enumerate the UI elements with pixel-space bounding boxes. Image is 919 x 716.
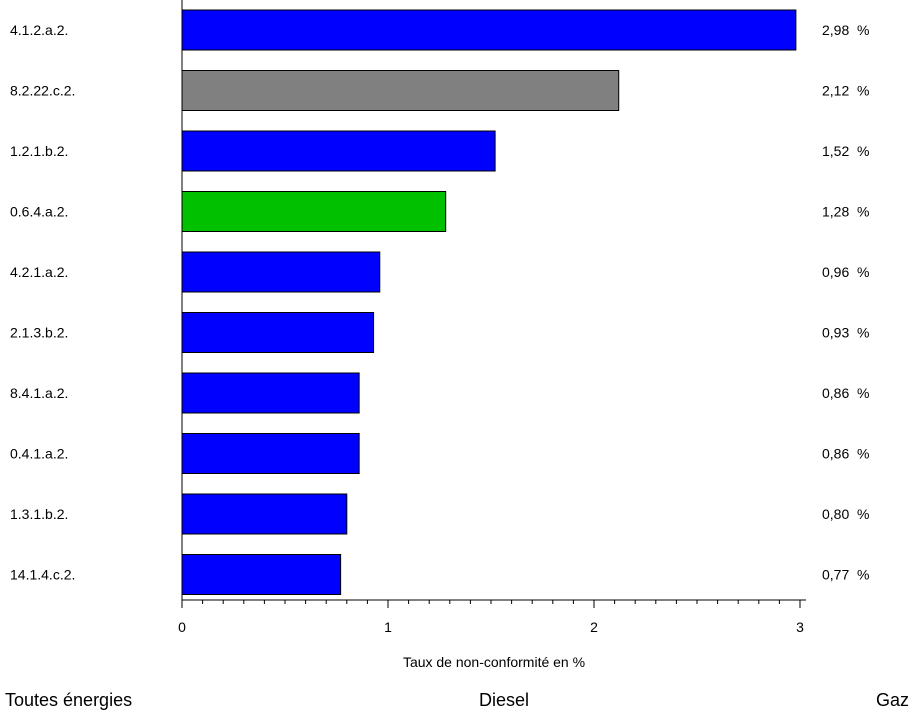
value-label: 0,77 % bbox=[822, 567, 869, 583]
bar-4-1-2-a-2 bbox=[181, 9, 797, 51]
bar-0-4-1-a-2 bbox=[181, 433, 360, 474]
value-label: 0,96 % bbox=[822, 264, 869, 280]
value-labels: 2,98 % 2,12 % 1,52 % 1,28 % 0,96 % 0,93 % 0,86… bbox=[822, 22, 869, 583]
x-tick-label: 1 bbox=[384, 619, 392, 635]
category-label: 2.1.3.b.2. bbox=[10, 325, 68, 341]
category-label: 4.1.2.a.2. bbox=[10, 22, 68, 38]
bar-0-6-4-a-2 bbox=[181, 191, 447, 232]
category-label: 14.1.4.c.2. bbox=[10, 567, 75, 583]
category-label: 0.6.4.a.2. bbox=[10, 204, 68, 220]
value-label: 0,86 % bbox=[822, 446, 869, 462]
bar-2-1-3-b-2 bbox=[181, 312, 375, 353]
bar-1-2-1-b-2 bbox=[181, 130, 496, 172]
category-label: 1.2.1.b.2. bbox=[10, 143, 68, 159]
legend-item-gaz: Gaz bbox=[876, 690, 910, 710]
x-axis-ticks: 0 1 2 3 bbox=[178, 600, 804, 635]
value-label: 1,52 % bbox=[822, 143, 869, 159]
x-tick-label: 3 bbox=[796, 619, 804, 635]
value-label: 0,86 % bbox=[822, 385, 869, 401]
legend-item-diesel: Diesel bbox=[479, 690, 530, 710]
legend-item-toutes-energies: Toutes énergies bbox=[5, 690, 133, 710]
bar-8-2-22-c-2 bbox=[181, 70, 620, 111]
bar-1-3-1-b-2 bbox=[181, 493, 348, 535]
x-tick-label: 2 bbox=[590, 619, 598, 635]
category-label: 0.4.1.a.2. bbox=[10, 446, 68, 462]
value-label: 0,93 % bbox=[822, 325, 869, 341]
value-label: 2,12 % bbox=[822, 83, 869, 99]
category-label: 8.2.22.c.2. bbox=[10, 83, 75, 99]
category-labels: 4.1.2.a.2. 8.2.22.c.2. 1.2.1.b.2. 0.6.4.a.2… bbox=[10, 22, 75, 583]
bar-14-1-4-c-2 bbox=[181, 554, 342, 595]
category-label: 4.2.1.a.2. bbox=[10, 264, 68, 280]
bar-8-4-1-a-2 bbox=[181, 372, 360, 414]
x-axis-title: Taux de non-conformité en % bbox=[403, 654, 585, 670]
value-label: 2,98 % bbox=[822, 22, 869, 38]
value-label: 0,80 % bbox=[822, 506, 869, 522]
category-label: 8.4.1.a.2. bbox=[10, 385, 68, 401]
value-label: 1,28 % bbox=[822, 204, 869, 220]
bars bbox=[181, 9, 797, 595]
x-tick-label: 0 bbox=[178, 619, 186, 635]
category-label: 1.3.1.b.2. bbox=[10, 506, 68, 522]
bar-4-2-1-a-2 bbox=[181, 251, 381, 293]
